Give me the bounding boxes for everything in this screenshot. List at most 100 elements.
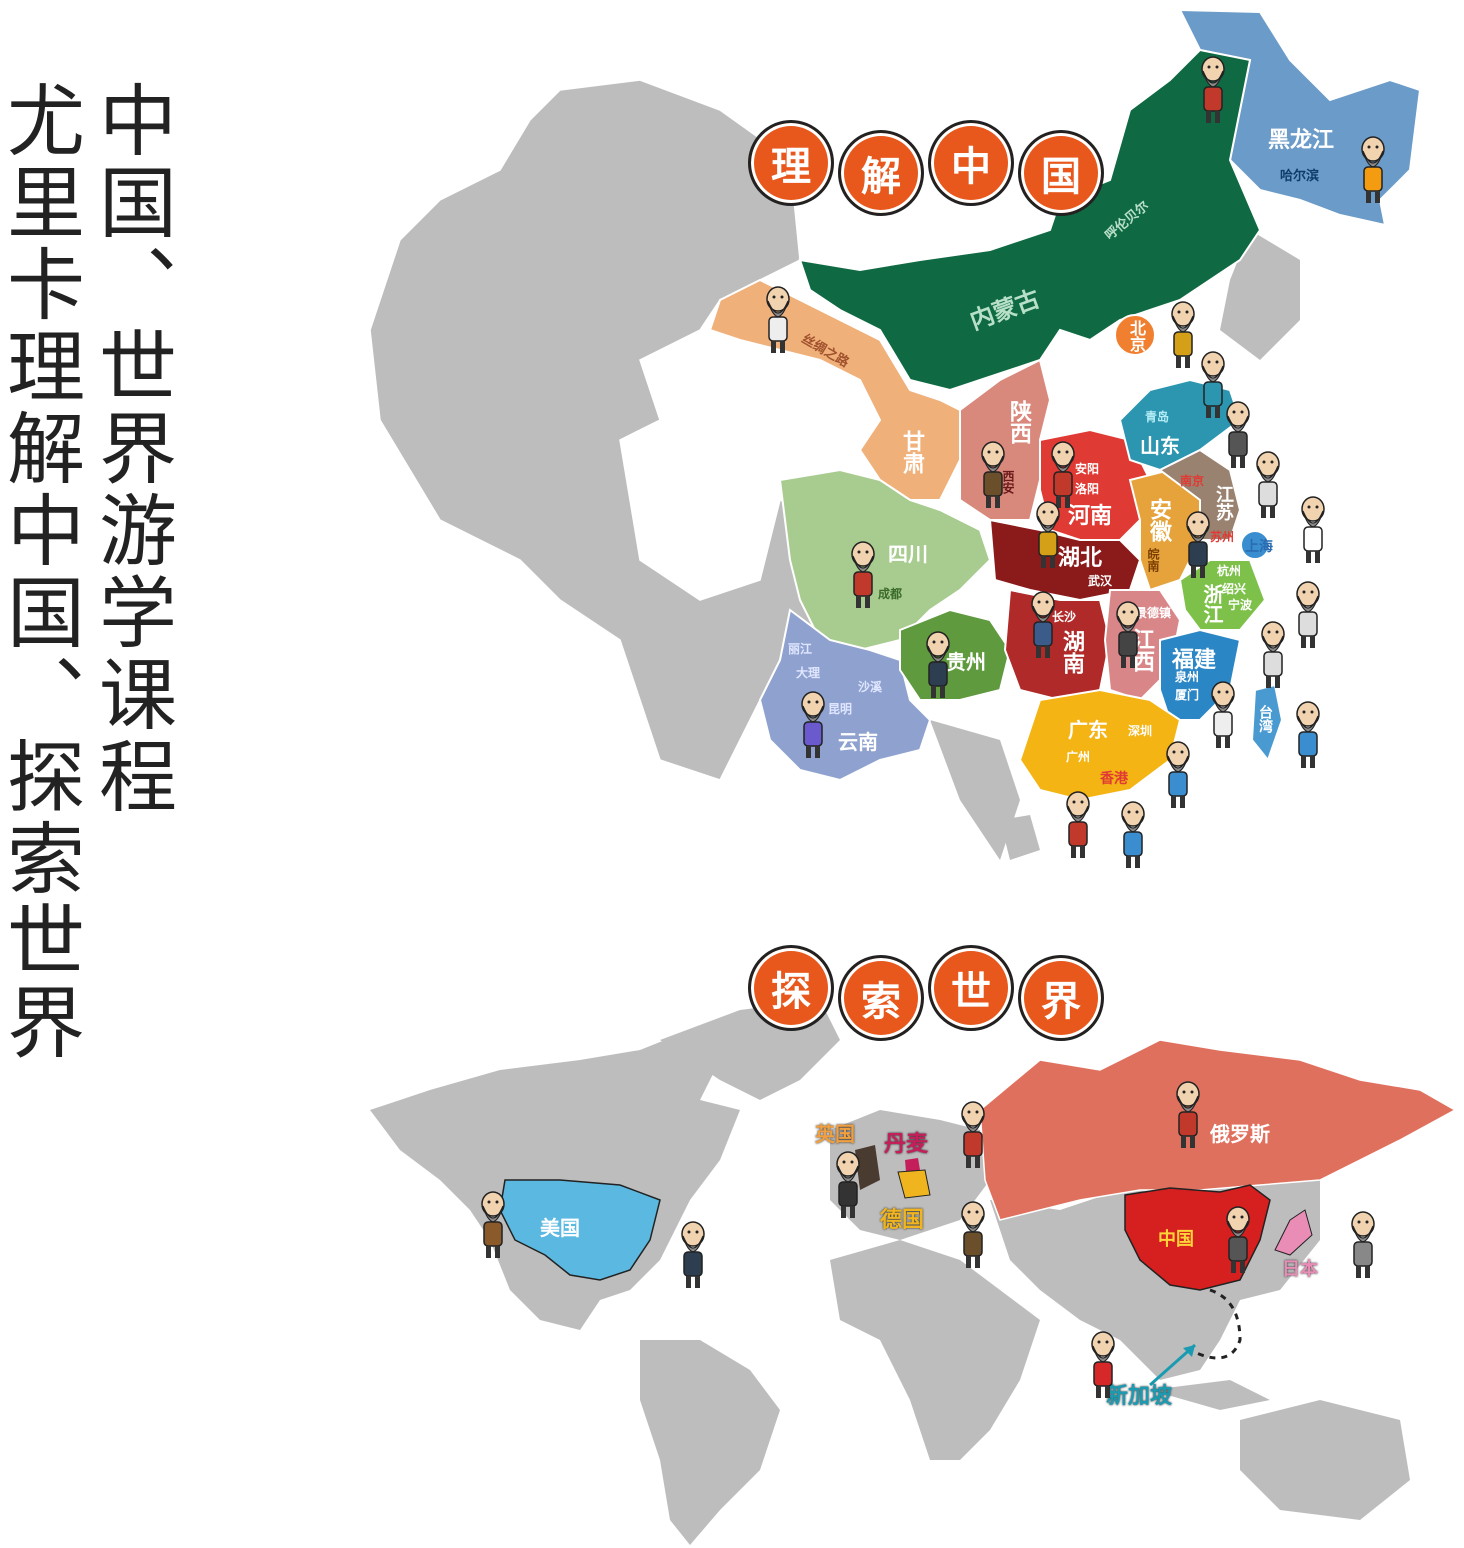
label-anhui: 安徽 <box>1146 498 1171 542</box>
label-quanzhou: 泉州 <box>1175 670 1200 684</box>
label-yunnan: 云南 <box>838 730 878 754</box>
world-badge-1: 探 <box>748 945 834 1031</box>
cartoon-figure-icon <box>1170 1080 1206 1154</box>
cartoon-figure-icon <box>475 1190 511 1264</box>
cartoon-figure-icon <box>1290 700 1326 774</box>
world-indonesia <box>1150 1380 1270 1410</box>
region-jiangsu <box>1158 448 1242 541</box>
label-ningbo: 宁波 <box>1228 598 1253 612</box>
label-chengdu: 成都 <box>878 587 903 601</box>
cartoon-figure-icon <box>1220 400 1256 474</box>
cartoon-figure-icon <box>830 1150 866 1224</box>
label-gansu: 甘肃 <box>899 430 924 474</box>
world-germany <box>897 1169 931 1199</box>
cartoon-figure-icon <box>795 690 831 764</box>
region-sichuan <box>778 468 992 652</box>
label-changsha: 长沙 <box>1052 610 1077 624</box>
label-shandong: 山东 <box>1140 434 1180 458</box>
world-australia <box>1240 1400 1410 1520</box>
singapore-arrowhead <box>1183 1345 1195 1357</box>
cartoon-figure-icon <box>760 285 796 359</box>
cartoon-figure-icon <box>1250 450 1286 524</box>
label-china-world: 中国 <box>1158 1229 1194 1250</box>
cartoon-figure-icon <box>1060 790 1096 864</box>
label-nanjing: 南京 <box>1180 474 1205 488</box>
label-uk: 英国 <box>815 1122 855 1146</box>
china-badge-row: 理 解 中 国 <box>748 120 1104 216</box>
label-jingdezhen: 景德镇 <box>1135 606 1172 620</box>
cartoon-figure-icon <box>845 540 881 614</box>
cartoon-figure-icon <box>955 1100 991 1174</box>
world-usa <box>499 1179 661 1281</box>
label-shenzhen: 深圳 <box>1128 724 1153 738</box>
label-qingdao: 青岛 <box>1145 410 1170 424</box>
cartoon-figure-icon <box>920 630 956 704</box>
label-lijiang: 丽江 <box>788 642 813 656</box>
region-yunnan <box>758 608 932 782</box>
neighbor-land-south <box>930 720 1020 860</box>
region-hubei <box>988 518 1142 602</box>
world-badge-2: 索 <box>838 955 924 1041</box>
label-shaxi: 沙溪 <box>858 680 883 694</box>
world-africa <box>830 1240 1040 1460</box>
cartoon-figure-icon <box>1255 620 1291 694</box>
region-guizhou <box>899 608 1012 701</box>
label-kunming: 昆明 <box>828 702 853 716</box>
cartoon-figure-icon <box>1165 300 1201 374</box>
label-guangzhou: 广州 <box>1066 750 1091 764</box>
world-badge-row: 探 索 世 界 <box>748 945 1104 1041</box>
region-guangdong <box>1018 688 1182 802</box>
region-taiwan <box>1250 683 1284 763</box>
cartoon-figure-icon <box>1085 1330 1121 1404</box>
china-badge-3: 中 <box>928 120 1014 206</box>
label-usa: 美国 <box>540 1216 580 1240</box>
cartoon-figure-icon <box>1195 55 1231 129</box>
cartoon-figure-icon <box>1045 440 1081 514</box>
label-russia: 俄罗斯 <box>1210 1122 1270 1146</box>
cartoon-figure-icon <box>1195 350 1231 424</box>
world-japan <box>1274 1209 1313 1256</box>
label-suzhou: 苏州 <box>1210 530 1235 544</box>
label-dali: 大理 <box>796 666 821 680</box>
china-badge-4: 国 <box>1018 130 1104 216</box>
label-heilongjiang: 黑龙江 <box>1268 128 1335 153</box>
label-harbin: 哈尔滨 <box>1280 169 1320 184</box>
region-neimenggu <box>798 48 1262 392</box>
label-zhejiang: 浙江 <box>1200 584 1224 624</box>
label-denmark: 丹麦 <box>884 1132 929 1157</box>
label-hunan: 湖南 <box>1059 630 1084 674</box>
world-badge-3: 世 <box>928 945 1014 1031</box>
label-fujian: 福建 <box>1172 648 1217 673</box>
label-beijing: 北京 <box>1127 320 1146 352</box>
cartoon-figure-icon <box>1295 495 1331 569</box>
world-south-america <box>640 1340 780 1545</box>
cartoon-figure-icon <box>1115 800 1151 874</box>
cartoon-figure-icon <box>975 440 1011 514</box>
label-hangzhou: 杭州 <box>1217 564 1242 578</box>
cartoon-figure-icon <box>1030 500 1066 574</box>
cartoon-figure-icon <box>1290 580 1326 654</box>
label-shaanxi: 陕西 <box>1006 400 1031 444</box>
label-luoyang: 洛阳 <box>1075 482 1100 496</box>
world-badge-4: 界 <box>1018 955 1104 1041</box>
cartoon-figure-icon <box>1110 600 1146 674</box>
label-xian: 西安 <box>1001 470 1015 494</box>
cartoon-figure-icon <box>1180 510 1216 584</box>
cartoon-figure-icon <box>1160 740 1196 814</box>
cartoon-figure-icon <box>1205 680 1241 754</box>
label-guangdong: 广东 <box>1068 718 1108 742</box>
region-beijing <box>1114 314 1156 356</box>
cartoon-figure-icon <box>955 1200 991 1274</box>
label-shanghai: 上海 <box>1245 539 1273 555</box>
region-shanghai <box>1240 530 1270 560</box>
region-hainan <box>1000 815 1040 860</box>
label-wannan: 皖南 <box>1146 548 1160 572</box>
route-dotted-line <box>1189 1288 1242 1360</box>
neighbor-land-east <box>1220 230 1300 360</box>
label-xiamen: 厦门 <box>1175 688 1200 702</box>
china-badge-1: 理 <box>748 120 834 206</box>
world-uk <box>855 1145 880 1190</box>
label-hongkong: 香港 <box>1100 771 1128 787</box>
cartoon-figure-icon <box>1345 1210 1381 1284</box>
